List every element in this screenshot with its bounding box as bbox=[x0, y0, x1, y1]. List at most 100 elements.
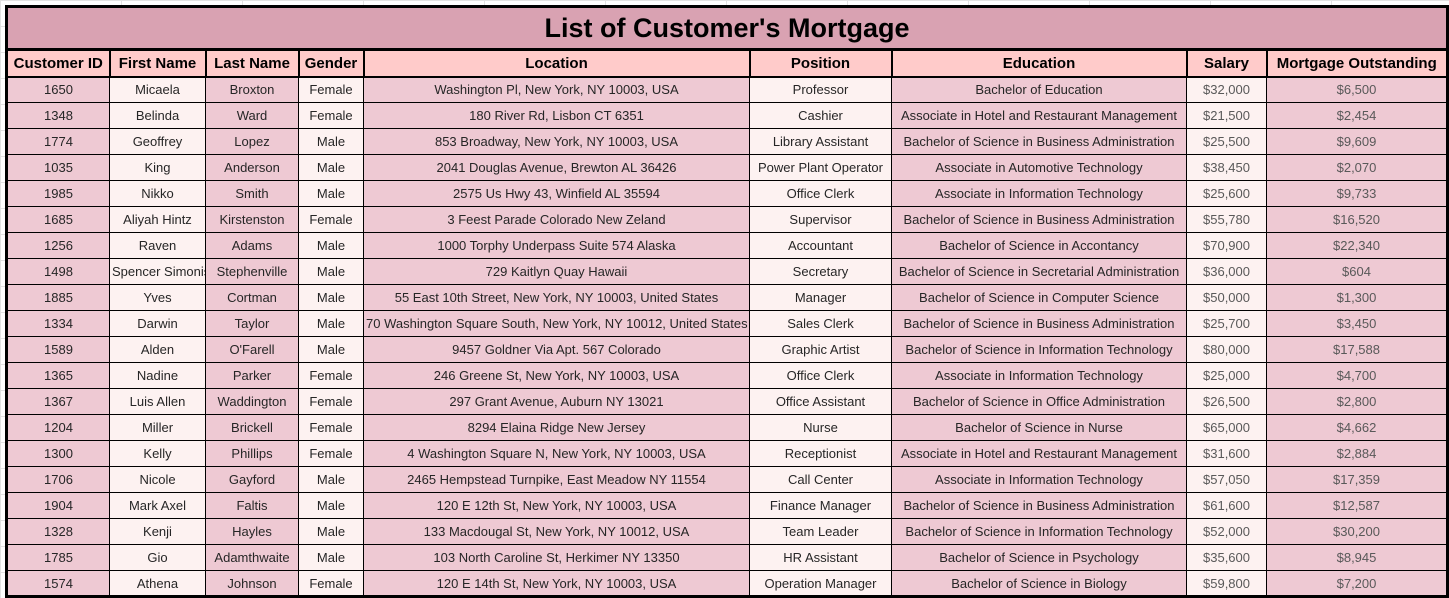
cell-position[interactable]: Receptionist bbox=[749, 440, 892, 467]
cell-salary[interactable]: $65,000 bbox=[1186, 414, 1267, 441]
cell-mortgage-outstanding[interactable]: $3,450 bbox=[1266, 310, 1448, 337]
cell-education[interactable]: Associate in Information Technology bbox=[891, 362, 1187, 389]
cell-first-name[interactable]: Raven bbox=[109, 232, 206, 259]
cell-salary[interactable]: $21,500 bbox=[1186, 102, 1267, 129]
cell-last-name[interactable]: Kirstenston bbox=[205, 206, 299, 233]
cell-position[interactable]: Office Clerk bbox=[749, 362, 892, 389]
cell-mortgage-outstanding[interactable]: $4,662 bbox=[1266, 414, 1448, 441]
cell-last-name[interactable]: Parker bbox=[205, 362, 299, 389]
cell-location[interactable]: 4 Washington Square N, New York, NY 1000… bbox=[363, 440, 750, 467]
cell-position[interactable]: Manager bbox=[749, 284, 892, 311]
cell-salary[interactable]: $32,000 bbox=[1186, 76, 1267, 103]
cell-gender[interactable]: Male bbox=[298, 466, 364, 493]
cell-first-name[interactable]: Nicole bbox=[109, 466, 206, 493]
cell-mortgage-outstanding[interactable]: $30,200 bbox=[1266, 518, 1448, 545]
cell-first-name[interactable]: Miller bbox=[109, 414, 206, 441]
cell-mortgage-outstanding[interactable]: $8,945 bbox=[1266, 544, 1448, 571]
cell-education[interactable]: Bachelor of Science in Nurse bbox=[891, 414, 1187, 441]
cell-last-name[interactable]: Phillips bbox=[205, 440, 299, 467]
cell-customer-id[interactable]: 1334 bbox=[6, 310, 110, 337]
cell-location[interactable]: 120 E 14th St, New York, NY 10003, USA bbox=[363, 570, 750, 597]
cell-location[interactable]: 120 E 12th St, New York, NY 10003, USA bbox=[363, 492, 750, 519]
cell-location[interactable]: 729 Kaitlyn Quay Hawaii bbox=[363, 258, 750, 285]
cell-last-name[interactable]: Adamthwaite bbox=[205, 544, 299, 571]
cell-position[interactable]: Sales Clerk bbox=[749, 310, 892, 337]
cell-location[interactable]: 2465 Hempstead Turnpike, East Meadow NY … bbox=[363, 466, 750, 493]
cell-last-name[interactable]: Smith bbox=[205, 180, 299, 207]
cell-mortgage-outstanding[interactable]: $9,733 bbox=[1266, 180, 1448, 207]
cell-gender[interactable]: Male bbox=[298, 310, 364, 337]
cell-first-name[interactable]: Kelly bbox=[109, 440, 206, 467]
cell-position[interactable]: Accountant bbox=[749, 232, 892, 259]
cell-location[interactable]: 70 Washington Square South, New York, NY… bbox=[363, 310, 750, 337]
cell-salary[interactable]: $57,050 bbox=[1186, 466, 1267, 493]
cell-position[interactable]: Finance Manager bbox=[749, 492, 892, 519]
column-header-last-name[interactable]: Last Name bbox=[204, 48, 300, 78]
cell-first-name[interactable]: Gio bbox=[109, 544, 206, 571]
cell-location[interactable]: 3 Feest Parade Colorado New Zeland bbox=[363, 206, 750, 233]
cell-salary[interactable]: $31,600 bbox=[1186, 440, 1267, 467]
cell-salary[interactable]: $50,000 bbox=[1186, 284, 1267, 311]
cell-customer-id[interactable]: 1774 bbox=[6, 128, 110, 155]
cell-gender[interactable]: Female bbox=[298, 362, 364, 389]
cell-customer-id[interactable]: 1365 bbox=[6, 362, 110, 389]
cell-education[interactable]: Bachelor of Science in Business Administ… bbox=[891, 492, 1187, 519]
cell-last-name[interactable]: Gayford bbox=[205, 466, 299, 493]
cell-customer-id[interactable]: 1498 bbox=[6, 258, 110, 285]
cell-salary[interactable]: $38,450 bbox=[1186, 154, 1267, 181]
cell-location[interactable]: 55 East 10th Street, New York, NY 10003,… bbox=[363, 284, 750, 311]
cell-mortgage-outstanding[interactable]: $22,340 bbox=[1266, 232, 1448, 259]
cell-last-name[interactable]: Broxton bbox=[205, 76, 299, 103]
cell-customer-id[interactable]: 1706 bbox=[6, 466, 110, 493]
cell-first-name[interactable]: Nadine bbox=[109, 362, 206, 389]
cell-last-name[interactable]: Brickell bbox=[205, 414, 299, 441]
cell-mortgage-outstanding[interactable]: $9,609 bbox=[1266, 128, 1448, 155]
cell-last-name[interactable]: Taylor bbox=[205, 310, 299, 337]
cell-first-name[interactable]: Aliyah Hintz bbox=[109, 206, 206, 233]
cell-first-name[interactable]: King bbox=[109, 154, 206, 181]
cell-salary[interactable]: $35,600 bbox=[1186, 544, 1267, 571]
cell-salary[interactable]: $25,600 bbox=[1186, 180, 1267, 207]
cell-first-name[interactable]: Mark Axel bbox=[109, 492, 206, 519]
cell-position[interactable]: Office Assistant bbox=[749, 388, 892, 415]
cell-salary[interactable]: $55,780 bbox=[1186, 206, 1267, 233]
cell-first-name[interactable]: Alden bbox=[109, 336, 206, 363]
cell-location[interactable]: 103 North Caroline St, Herkimer NY 13350 bbox=[363, 544, 750, 571]
cell-position[interactable]: Library Assistant bbox=[749, 128, 892, 155]
cell-location[interactable]: 2575 Us Hwy 43, Winfield AL 35594 bbox=[363, 180, 750, 207]
column-header-position[interactable]: Position bbox=[748, 48, 893, 78]
cell-customer-id[interactable]: 1589 bbox=[6, 336, 110, 363]
cell-mortgage-outstanding[interactable]: $604 bbox=[1266, 258, 1448, 285]
cell-last-name[interactable]: O'Farell bbox=[205, 336, 299, 363]
cell-salary[interactable]: $25,500 bbox=[1186, 128, 1267, 155]
cell-gender[interactable]: Male bbox=[298, 284, 364, 311]
cell-education[interactable]: Associate in Information Technology bbox=[891, 466, 1187, 493]
cell-position[interactable]: Operation Manager bbox=[749, 570, 892, 597]
cell-education[interactable]: Bachelor of Science in Office Administra… bbox=[891, 388, 1187, 415]
cell-education[interactable]: Bachelor of Science in Psychology bbox=[891, 544, 1187, 571]
cell-gender[interactable]: Male bbox=[298, 232, 364, 259]
cell-position[interactable]: Supervisor bbox=[749, 206, 892, 233]
cell-location[interactable]: 1000 Torphy Underpass Suite 574 Alaska bbox=[363, 232, 750, 259]
cell-customer-id[interactable]: 1348 bbox=[6, 102, 110, 129]
cell-gender[interactable]: Male bbox=[298, 180, 364, 207]
cell-location[interactable]: 8294 Elaina Ridge New Jersey bbox=[363, 414, 750, 441]
cell-salary[interactable]: $59,800 bbox=[1186, 570, 1267, 597]
cell-customer-id[interactable]: 1574 bbox=[6, 570, 110, 597]
cell-first-name[interactable]: Kenji bbox=[109, 518, 206, 545]
cell-mortgage-outstanding[interactable]: $2,454 bbox=[1266, 102, 1448, 129]
cell-education[interactable]: Bachelor of Science in Business Administ… bbox=[891, 206, 1187, 233]
cell-gender[interactable]: Female bbox=[298, 570, 364, 597]
cell-education[interactable]: Bachelor of Science in Information Techn… bbox=[891, 518, 1187, 545]
cell-gender[interactable]: Female bbox=[298, 76, 364, 103]
cell-position[interactable]: Team Leader bbox=[749, 518, 892, 545]
cell-customer-id[interactable]: 1035 bbox=[6, 154, 110, 181]
cell-education[interactable]: Associate in Hotel and Restaurant Manage… bbox=[891, 440, 1187, 467]
cell-gender[interactable]: Male bbox=[298, 128, 364, 155]
cell-salary[interactable]: $26,500 bbox=[1186, 388, 1267, 415]
cell-location[interactable]: 2041 Douglas Avenue, Brewton AL 36426 bbox=[363, 154, 750, 181]
cell-salary[interactable]: $52,000 bbox=[1186, 518, 1267, 545]
cell-education[interactable]: Associate in Hotel and Restaurant Manage… bbox=[891, 102, 1187, 129]
column-header-first-name[interactable]: First Name bbox=[108, 48, 207, 78]
cell-customer-id[interactable]: 1204 bbox=[6, 414, 110, 441]
